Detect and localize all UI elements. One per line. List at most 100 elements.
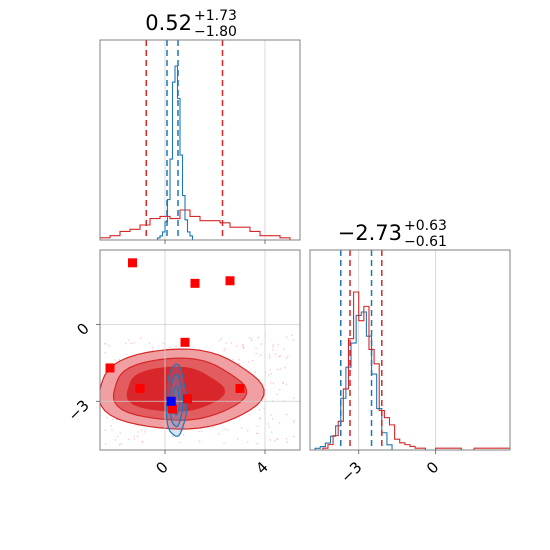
sample-point: [133, 438, 136, 440]
sample-point: [292, 338, 295, 341]
sample-point: [112, 418, 114, 421]
red-contour-level-3: [126, 366, 225, 412]
sample-point: [248, 337, 251, 339]
sample-point: [141, 441, 143, 444]
sample-point: [172, 435, 174, 437]
red-square-marker: [190, 278, 200, 288]
panel-top-left-histogram: [100, 40, 300, 240]
sample-point: [269, 381, 272, 384]
sample-point: [238, 416, 241, 418]
x-tick-label: 0: [152, 458, 171, 477]
sample-point: [108, 344, 110, 347]
sample-point: [286, 441, 288, 443]
sample-point: [268, 426, 270, 428]
sample-point: [246, 429, 249, 432]
sample-point: [248, 413, 251, 416]
sample-point: [242, 343, 244, 346]
title-plus: +1.73: [194, 8, 237, 24]
sample-point: [110, 425, 113, 427]
sample-point: [225, 342, 227, 345]
sample-point: [119, 432, 122, 434]
sample-point: [114, 439, 117, 441]
red-square-marker: [183, 394, 192, 404]
sample-point: [198, 440, 201, 443]
sample-point: [182, 434, 185, 436]
sample-point: [232, 358, 234, 361]
sample-point: [271, 349, 274, 351]
sample-point: [286, 336, 288, 339]
sample-point: [169, 346, 171, 349]
sample-point: [143, 431, 146, 433]
sample-point: [198, 430, 200, 433]
x-tick-label: 0: [423, 458, 442, 477]
sample-point: [251, 359, 254, 362]
sample-point: [240, 427, 243, 429]
panel-bottom-left-scatter: [100, 250, 300, 450]
sample-point: [220, 337, 223, 340]
sample-point: [282, 348, 285, 350]
red-square-marker: [105, 363, 115, 373]
sample-point: [282, 382, 284, 385]
sample-point: [269, 439, 271, 441]
y-tick-label: −3: [64, 396, 92, 424]
sample-point: [250, 338, 253, 340]
sample-point: [274, 353, 277, 356]
title-median: −2.73: [338, 221, 402, 245]
sample-point: [118, 443, 121, 446]
sample-point: [255, 432, 258, 435]
sample-point: [272, 345, 274, 348]
sample-point: [106, 416, 108, 419]
sample-point: [140, 429, 143, 431]
sample-point: [292, 421, 295, 424]
sample-point: [282, 381, 285, 384]
sample-point: [104, 351, 107, 354]
sample-point: [255, 352, 257, 355]
sample-point: [104, 429, 107, 432]
sample-point: [125, 353, 127, 356]
sample-point: [277, 368, 279, 371]
sample-point: [250, 339, 253, 342]
sample-point: [130, 342, 132, 345]
sample-point: [212, 426, 215, 428]
title-plus: +0.63: [404, 218, 447, 234]
sample-point: [118, 358, 121, 361]
sample-point: [152, 346, 154, 349]
sample-point: [162, 342, 165, 345]
sample-point: [285, 383, 288, 386]
red-square-marker: [128, 258, 137, 268]
sample-point: [278, 422, 281, 424]
sample-point: [293, 435, 295, 438]
sample-point: [270, 373, 272, 375]
sample-point: [120, 443, 122, 445]
title-minus: −1.80: [194, 24, 237, 40]
sample-point: [246, 441, 249, 443]
sample-point: [116, 435, 119, 437]
sample-point: [151, 349, 154, 352]
red-square-marker: [225, 276, 235, 286]
sample-point: [125, 342, 127, 345]
sample-point: [276, 438, 278, 440]
sample-point: [179, 441, 182, 444]
sample-point: [271, 418, 274, 420]
sample-point: [242, 346, 245, 349]
sample-point: [257, 432, 259, 435]
sample-point: [259, 354, 262, 357]
sample-point: [236, 438, 239, 440]
red-square-marker: [168, 404, 177, 414]
sample-point: [285, 437, 288, 440]
sample-point: [224, 428, 226, 430]
sample-point: [278, 355, 280, 358]
sample-point: [223, 349, 225, 352]
sample-point: [284, 366, 286, 369]
sample-point: [263, 407, 265, 410]
sample-point: [255, 442, 258, 445]
sample-point: [268, 354, 271, 356]
panel-bottom-right-frame: [309, 249, 511, 451]
sample-point: [219, 339, 221, 342]
sample-point: [256, 425, 259, 427]
sample-point: [273, 439, 276, 442]
sample-point: [133, 435, 135, 438]
sample-point: [285, 357, 288, 359]
panel-bottom-right-histogram: [314, 250, 510, 450]
sample-point: [223, 442, 225, 444]
